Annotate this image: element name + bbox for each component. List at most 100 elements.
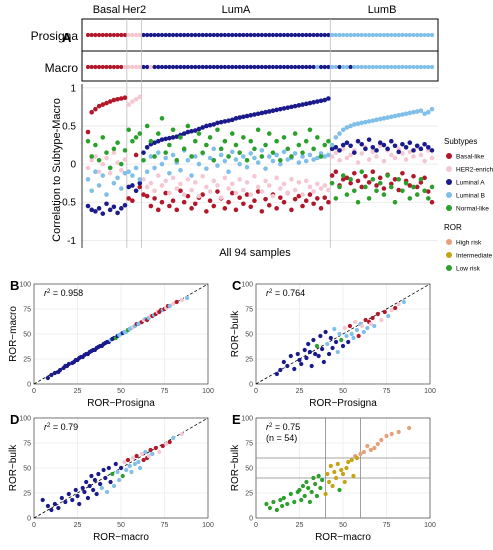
corr-point-2 <box>333 145 339 150</box>
scatter-point <box>143 449 148 455</box>
legend-label: Intermediate <box>456 253 493 260</box>
corr-point-2 <box>370 145 376 150</box>
prosigna-dot <box>367 32 372 38</box>
corr-point-4 <box>411 184 416 190</box>
scatter-point <box>264 501 269 507</box>
corr-point-4 <box>218 146 224 152</box>
scatter-point <box>361 449 366 455</box>
corr-point-4 <box>215 127 220 133</box>
corr-point-0 <box>96 103 102 109</box>
scatter-point <box>339 467 344 473</box>
corr-point-1 <box>315 181 320 187</box>
x-axis-label: ROR−macro <box>93 532 149 543</box>
macro-dot <box>281 64 287 70</box>
corr-point-2 <box>196 126 202 132</box>
corr-point-0 <box>111 97 117 103</box>
scatter-point <box>368 447 373 453</box>
plot-frame <box>33 417 209 519</box>
scatter-point <box>372 445 377 451</box>
scatter-point <box>179 431 184 437</box>
scatter-point <box>141 457 146 463</box>
corr-point-2 <box>107 207 113 213</box>
scatter-point <box>59 495 64 501</box>
prosigna-dot <box>326 32 331 38</box>
macro-dot <box>385 64 390 70</box>
corr-point-0 <box>333 169 339 175</box>
corr-point-2 <box>248 112 254 118</box>
scatter-point <box>185 295 190 301</box>
corr-point-0 <box>115 96 120 102</box>
legend-label: Normal-like <box>456 206 489 213</box>
macro-dot <box>330 64 335 70</box>
macro-dot <box>111 64 116 70</box>
scatter-point <box>389 307 394 313</box>
corr-point-4 <box>244 157 250 163</box>
macro-dot <box>137 64 142 70</box>
corr-point-4 <box>152 154 157 159</box>
macro-dot <box>429 64 435 70</box>
corr-point-4 <box>274 138 279 144</box>
corr-point-0 <box>400 170 405 176</box>
y-tick-label: 75 <box>23 441 31 448</box>
corr-point-3 <box>237 161 242 167</box>
legend-swatch <box>446 153 452 159</box>
corr-point-0 <box>263 196 268 202</box>
corr-point-3 <box>89 188 94 194</box>
scatter-point <box>92 477 97 483</box>
legend-label: Basal-like <box>456 154 485 161</box>
panel-letter: E <box>232 412 241 427</box>
legend-ror: High risk Intermediate Low risk <box>446 239 493 273</box>
scatter-point <box>117 477 122 483</box>
scatter-point <box>360 323 365 329</box>
corr-point-4 <box>155 131 161 136</box>
corr-point-0 <box>318 206 324 211</box>
corr-point-1 <box>422 158 427 164</box>
corr-point-3 <box>226 169 231 175</box>
y-tick-label: 75 <box>245 307 253 314</box>
corr-point-3 <box>155 150 161 155</box>
corr-point-0 <box>163 190 168 196</box>
macro-dot <box>392 64 398 70</box>
prosigna-dot <box>263 32 268 38</box>
corr-point-3 <box>104 192 109 197</box>
corr-point-1 <box>418 152 424 158</box>
corr-point-4 <box>414 192 420 197</box>
x-tick-label: 75 <box>383 522 391 529</box>
macro-dot <box>244 64 250 70</box>
prosigna-dot <box>396 32 401 38</box>
corr-point-2 <box>259 110 265 116</box>
corr-point-1 <box>407 149 413 155</box>
corr-point-2 <box>104 201 109 207</box>
corr-point-0 <box>352 170 357 176</box>
scatter-point <box>113 461 118 467</box>
corr-point-4 <box>148 138 154 144</box>
corr-point-3 <box>170 152 176 158</box>
corr-point-4 <box>141 157 146 163</box>
panel-letter: B <box>10 278 19 293</box>
macro-dot <box>148 64 153 70</box>
scatter-point <box>40 497 45 503</box>
corr-point-1 <box>115 160 120 165</box>
legend-swatch <box>446 265 452 271</box>
prosigna-dot <box>307 32 313 38</box>
macro-dot <box>396 64 401 70</box>
corr-point-0 <box>326 199 331 205</box>
corr-point-2 <box>359 141 365 147</box>
corr-point-1 <box>381 158 387 164</box>
corr-point-2 <box>411 148 416 153</box>
corr-point-2 <box>315 99 320 104</box>
corr-point-2 <box>274 107 279 113</box>
scatter-point <box>375 311 380 317</box>
prosigna-dot <box>381 32 387 38</box>
macro-dot <box>193 64 198 70</box>
corr-point-3 <box>122 170 128 176</box>
corr-point-3 <box>263 166 268 171</box>
scatter-point <box>325 471 330 477</box>
prosigna-dot <box>222 32 227 38</box>
corr-point-4 <box>403 180 409 186</box>
corr-point-3 <box>348 123 353 129</box>
scatter-point <box>132 461 138 467</box>
scatter-point <box>285 501 290 507</box>
corr-point-0 <box>174 207 180 213</box>
